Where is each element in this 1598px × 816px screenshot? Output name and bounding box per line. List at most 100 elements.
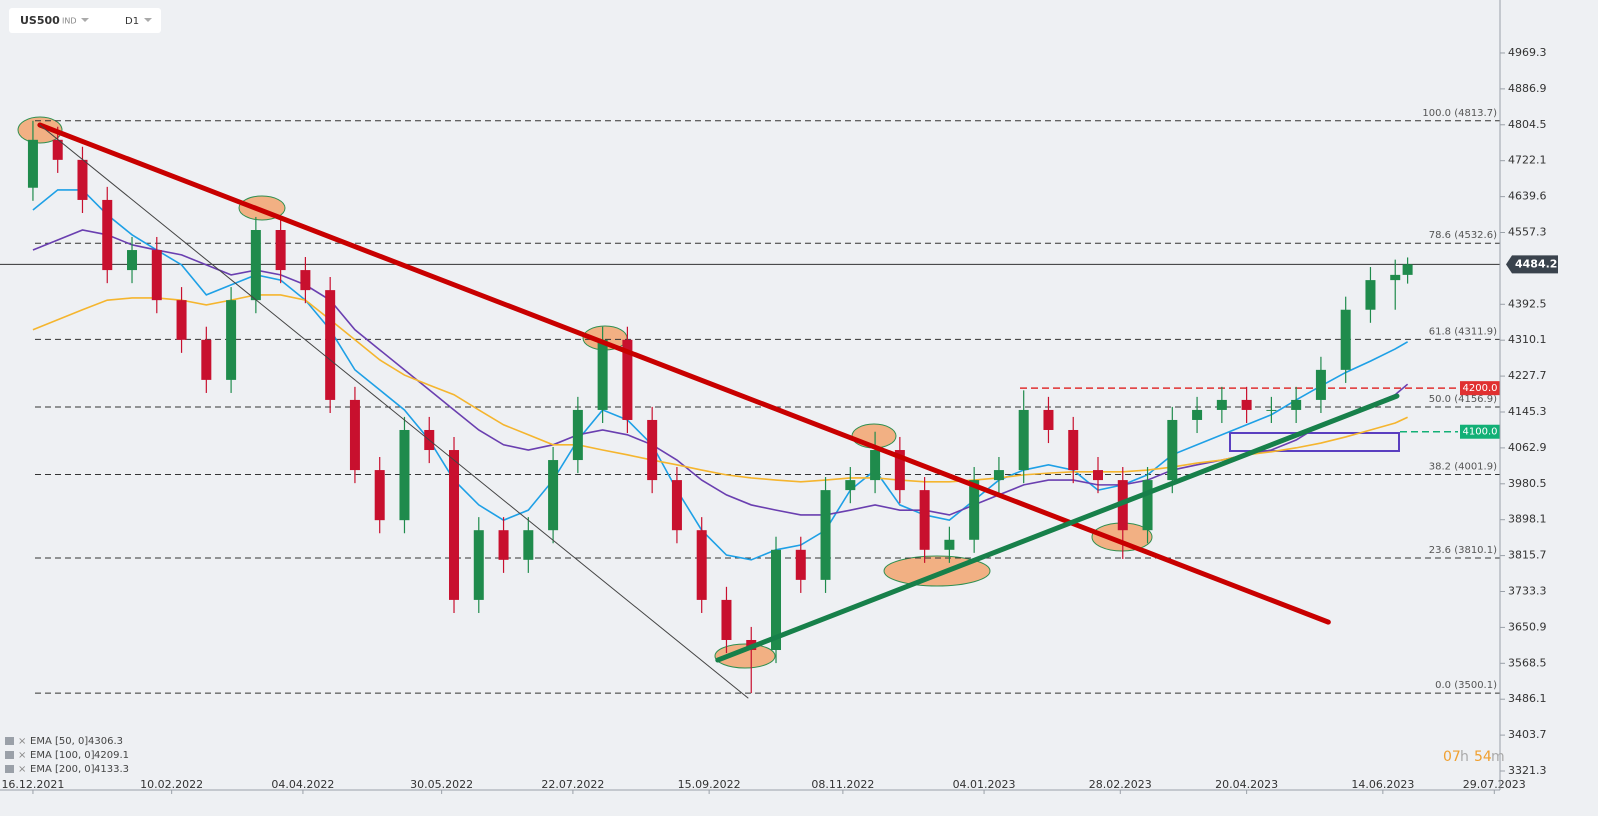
fib-label: 100.0 (4813.7) bbox=[1422, 108, 1497, 119]
x-tick-label: 14.06.2023 bbox=[1351, 778, 1414, 791]
candle-body bbox=[1340, 309, 1351, 370]
candle-body bbox=[771, 549, 782, 651]
plot: 3321.3 3403.7 3486.1 3568.5 3650.9 3733.3 3815… bbox=[0, 46, 1558, 794]
trendline bbox=[37, 122, 1331, 625]
candle-body bbox=[548, 460, 559, 531]
candle-body bbox=[52, 139, 63, 160]
candle-body bbox=[597, 339, 608, 410]
countdown-unit: h bbox=[1460, 749, 1469, 765]
candle-body bbox=[845, 480, 856, 491]
candle-body bbox=[944, 539, 955, 550]
symbol[interactable]: US500 bbox=[20, 14, 60, 27]
fib-label: 38.2 (4001.9) bbox=[1429, 461, 1497, 472]
candle-body bbox=[1068, 429, 1079, 471]
candle-body bbox=[1241, 399, 1252, 410]
y-tick-label: 4310.1 bbox=[1508, 333, 1547, 346]
y-tick-label: 3403.7 bbox=[1508, 728, 1547, 741]
candle-body bbox=[1315, 369, 1326, 400]
candle-body bbox=[1093, 470, 1104, 481]
y-tick-label: 4969.3 bbox=[1508, 46, 1547, 59]
candle-body bbox=[102, 199, 113, 271]
candle-body bbox=[647, 419, 658, 481]
candle-body bbox=[1266, 409, 1277, 411]
candle-body bbox=[1365, 280, 1376, 310]
candle-body bbox=[77, 159, 88, 200]
candle-body bbox=[127, 250, 138, 271]
candle-body bbox=[622, 339, 633, 420]
header[interactable]: US500 IND D1 bbox=[9, 8, 161, 33]
candle-body bbox=[176, 300, 187, 340]
candle-body bbox=[696, 530, 707, 600]
dropdown-arrow[interactable] bbox=[81, 18, 89, 22]
level-tag bbox=[1460, 381, 1500, 396]
y-tick-label: 3568.5 bbox=[1508, 656, 1547, 669]
candle-body bbox=[1018, 409, 1029, 471]
x-tick-label: 04.01.2023 bbox=[953, 778, 1016, 791]
x-tick-label: 29.07.2023 bbox=[1463, 778, 1526, 791]
y-tick-label: 3650.9 bbox=[1508, 620, 1547, 633]
current-price-label: 4484.2 bbox=[1515, 257, 1557, 270]
ellipses bbox=[17, 116, 1153, 669]
candle-body bbox=[498, 530, 509, 560]
fib-label: 50.0 (4156.9) bbox=[1429, 394, 1497, 405]
candle-body bbox=[449, 450, 460, 600]
candle-body bbox=[1142, 480, 1153, 531]
candle-body bbox=[993, 470, 1004, 481]
level-label: 4100.0 bbox=[1463, 427, 1498, 438]
dropdown-arrow[interactable] bbox=[144, 18, 152, 22]
y-tick-label: 4392.5 bbox=[1508, 297, 1547, 310]
highlight bbox=[17, 116, 63, 144]
x-tick-label: 30.05.2022 bbox=[410, 778, 473, 791]
legend-icon bbox=[5, 765, 14, 773]
highlight bbox=[714, 643, 776, 669]
trendline bbox=[715, 393, 1400, 663]
ema-line bbox=[32, 229, 1409, 516]
trendline bbox=[39, 124, 749, 699]
fib-label: 0.0 (3500.1) bbox=[1435, 680, 1497, 691]
x-tick-label: 28.02.2023 bbox=[1089, 778, 1152, 791]
x-tick-label: 20.04.2023 bbox=[1215, 778, 1278, 791]
y-tick-label: 4722.1 bbox=[1508, 154, 1547, 167]
legend-close: × bbox=[18, 764, 26, 775]
x-tick-label: 10.02.2022 bbox=[140, 778, 203, 791]
legend-value: 4306.3 bbox=[88, 736, 123, 747]
legend-close: × bbox=[18, 750, 26, 761]
y-tick-label: 4886.9 bbox=[1508, 82, 1547, 95]
y-tick-label: 4227.7 bbox=[1508, 369, 1547, 382]
fib-label: 61.8 (4311.9) bbox=[1429, 326, 1497, 337]
candle-body bbox=[969, 480, 980, 540]
countdown-minutes: 54 bbox=[1474, 749, 1492, 765]
y-tick-label: 4804.5 bbox=[1508, 118, 1547, 131]
interval[interactable]: D1 bbox=[125, 16, 139, 27]
x-tick-label: 15.09.2022 bbox=[678, 778, 741, 791]
candle-body bbox=[1291, 399, 1302, 410]
x-tick-label: 22.07.2022 bbox=[541, 778, 604, 791]
y-tick-label: 3486.1 bbox=[1508, 692, 1547, 705]
y-tick-label: 3898.1 bbox=[1508, 513, 1547, 526]
fib-label: 23.6 (3810.1) bbox=[1429, 545, 1497, 556]
candle-body bbox=[721, 599, 732, 640]
range-box bbox=[1229, 432, 1400, 452]
legend-name: EMA [100, 0] bbox=[30, 750, 95, 761]
y-tick-label: 4557.3 bbox=[1508, 225, 1547, 238]
y-tick-label: 4145.3 bbox=[1508, 405, 1547, 418]
candle-body bbox=[300, 270, 311, 291]
candle-body bbox=[820, 490, 831, 580]
candle-body bbox=[572, 409, 583, 461]
legend-value: 4209.1 bbox=[94, 750, 129, 761]
candle-body bbox=[1043, 409, 1054, 430]
candle-body bbox=[1390, 274, 1401, 281]
candle-body bbox=[349, 399, 360, 471]
market[interactable]: IND bbox=[62, 17, 77, 26]
y-tick-label: 3733.3 bbox=[1508, 584, 1547, 597]
candle-body bbox=[275, 230, 286, 271]
x-tick-label: 16.12.2021 bbox=[1, 778, 64, 791]
level-tag bbox=[1460, 424, 1500, 439]
candle-body bbox=[919, 490, 930, 550]
countdown-hours: 07 bbox=[1443, 749, 1461, 765]
candle-body bbox=[151, 250, 162, 301]
candle-body bbox=[473, 530, 484, 600]
candle-body bbox=[795, 549, 806, 580]
